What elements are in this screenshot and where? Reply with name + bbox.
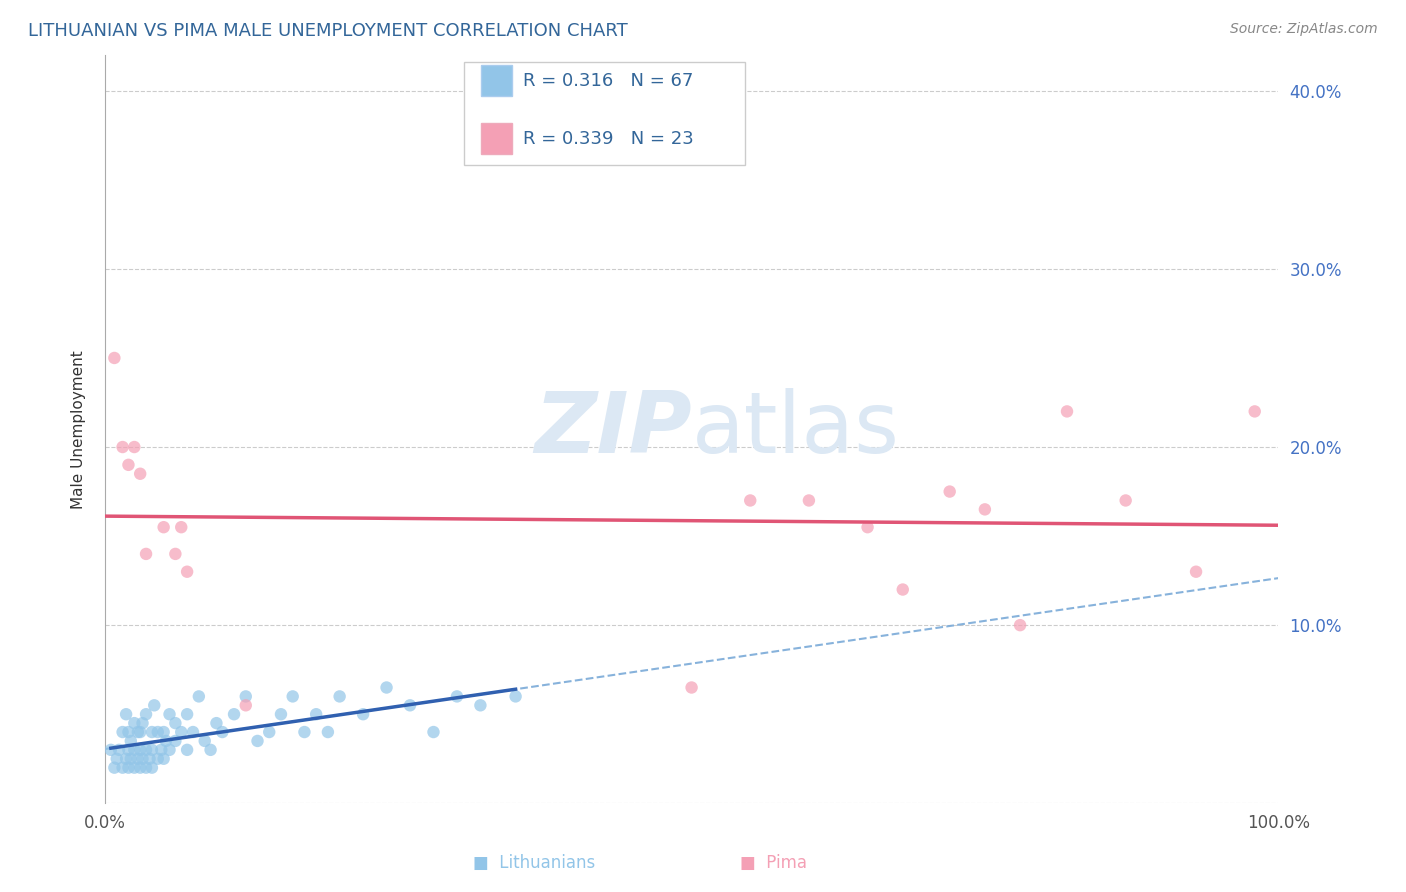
Point [141, 725, 163, 739]
Point [129, 467, 152, 481]
Point [129, 725, 152, 739]
Point [141, 743, 163, 757]
Point [170, 725, 193, 739]
Point [111, 440, 134, 454]
Text: R = 0.316   N = 67: R = 0.316 N = 67 [523, 71, 693, 90]
Point [316, 725, 339, 739]
Point [446, 690, 468, 704]
Point [205, 716, 228, 731]
Point [129, 743, 152, 757]
Point [159, 743, 181, 757]
Point [150, 743, 173, 757]
Point [194, 734, 217, 748]
Point [165, 734, 187, 748]
Point [152, 725, 174, 739]
Point [165, 716, 187, 731]
Point [100, 743, 122, 757]
Point [375, 681, 398, 695]
Point [129, 761, 152, 775]
Point [1115, 493, 1137, 508]
Point [135, 547, 157, 561]
Point [235, 698, 257, 713]
Text: ■  Lithuanians: ■ Lithuanians [474, 855, 595, 872]
Point [294, 725, 316, 739]
Point [422, 725, 444, 739]
Point [111, 761, 134, 775]
Point [155, 734, 177, 748]
Point [329, 690, 352, 704]
Point [235, 690, 257, 704]
Point [131, 716, 153, 731]
Point [856, 520, 879, 534]
Point [281, 690, 304, 704]
Point [176, 707, 198, 722]
Text: LITHUANIAN VS PIMA MALE UNEMPLOYMENT CORRELATION CHART: LITHUANIAN VS PIMA MALE UNEMPLOYMENT COR… [28, 22, 628, 40]
Point [124, 761, 146, 775]
Point [891, 582, 914, 597]
Point [135, 707, 157, 722]
Point [117, 761, 139, 775]
Point [115, 752, 138, 766]
Point [1010, 618, 1032, 632]
Point [200, 743, 222, 757]
Point [105, 752, 128, 766]
Point [127, 752, 149, 766]
Point [305, 707, 328, 722]
Point [124, 440, 146, 454]
Point [135, 743, 157, 757]
Point [187, 690, 209, 704]
Point [103, 761, 125, 775]
Point [141, 761, 163, 775]
Point [131, 752, 153, 766]
Point [108, 743, 131, 757]
Point [146, 752, 169, 766]
Point [152, 520, 174, 534]
Point [399, 698, 422, 713]
Point [973, 502, 995, 516]
Point [138, 752, 160, 766]
Point [352, 707, 374, 722]
Point [170, 520, 193, 534]
Point [1185, 565, 1208, 579]
Point [211, 725, 233, 739]
Point [740, 493, 762, 508]
Point [115, 707, 138, 722]
Point [120, 752, 142, 766]
Point [681, 681, 703, 695]
Point [222, 707, 245, 722]
Point [117, 458, 139, 472]
Point [1056, 404, 1078, 418]
Point [146, 725, 169, 739]
Point [127, 725, 149, 739]
Point [165, 547, 187, 561]
Text: Source: ZipAtlas.com: Source: ZipAtlas.com [1230, 22, 1378, 37]
Point [159, 707, 181, 722]
Point [143, 698, 166, 713]
Point [181, 725, 204, 739]
Point [117, 743, 139, 757]
Point [117, 725, 139, 739]
Point [124, 743, 146, 757]
Point [176, 565, 198, 579]
Text: ■  Pima: ■ Pima [740, 855, 807, 872]
Point [152, 752, 174, 766]
Point [470, 698, 492, 713]
Text: R = 0.339   N = 23: R = 0.339 N = 23 [523, 129, 693, 148]
Point [505, 690, 527, 704]
Point [103, 351, 125, 365]
Point [176, 743, 198, 757]
Point [938, 484, 960, 499]
Point [246, 734, 269, 748]
Point [120, 734, 142, 748]
Point [270, 707, 292, 722]
Point [124, 716, 146, 731]
Y-axis label: Male Unemployment: Male Unemployment [72, 350, 86, 508]
Text: atlas: atlas [692, 388, 900, 471]
Point [257, 725, 280, 739]
Point [111, 725, 134, 739]
Text: ZIP: ZIP [534, 388, 692, 471]
Point [797, 493, 820, 508]
Point [1243, 404, 1265, 418]
Point [135, 761, 157, 775]
